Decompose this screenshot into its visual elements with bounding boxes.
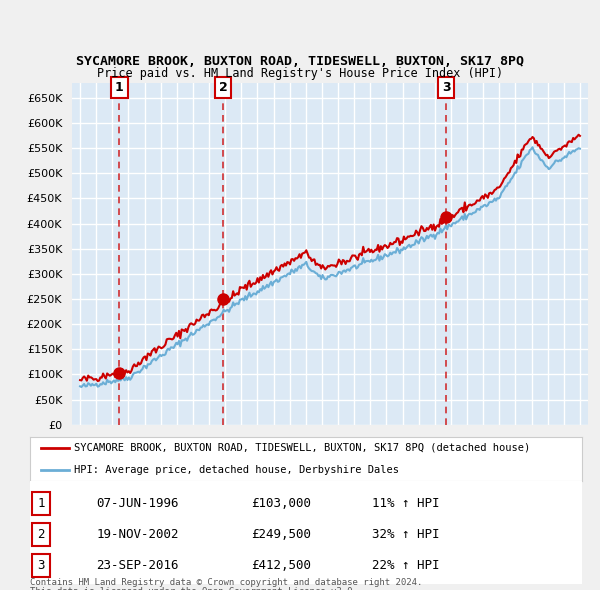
Text: 2: 2: [37, 528, 45, 541]
Text: 22% ↑ HPI: 22% ↑ HPI: [372, 559, 440, 572]
Text: This data is licensed under the Open Government Licence v3.0.: This data is licensed under the Open Gov…: [30, 587, 358, 590]
Text: £412,500: £412,500: [251, 559, 311, 572]
Text: Contains HM Land Registry data © Crown copyright and database right 2024.: Contains HM Land Registry data © Crown c…: [30, 578, 422, 587]
Text: 1: 1: [37, 497, 45, 510]
Text: 3: 3: [37, 559, 45, 572]
Text: £103,000: £103,000: [251, 497, 311, 510]
Text: SYCAMORE BROOK, BUXTON ROAD, TIDESWELL, BUXTON, SK17 8PQ (detached house): SYCAMORE BROOK, BUXTON ROAD, TIDESWELL, …: [74, 442, 530, 453]
Text: 2: 2: [219, 81, 227, 94]
Text: 3: 3: [442, 81, 451, 94]
Text: SYCAMORE BROOK, BUXTON ROAD, TIDESWELL, BUXTON, SK17 8PQ: SYCAMORE BROOK, BUXTON ROAD, TIDESWELL, …: [76, 55, 524, 68]
Text: 1: 1: [115, 81, 124, 94]
Text: £249,500: £249,500: [251, 528, 311, 541]
Text: HPI: Average price, detached house, Derbyshire Dales: HPI: Average price, detached house, Derb…: [74, 465, 399, 475]
Text: Price paid vs. HM Land Registry's House Price Index (HPI): Price paid vs. HM Land Registry's House …: [97, 67, 503, 80]
Text: 23-SEP-2016: 23-SEP-2016: [96, 559, 179, 572]
Text: 11% ↑ HPI: 11% ↑ HPI: [372, 497, 440, 510]
Text: 19-NOV-2002: 19-NOV-2002: [96, 528, 179, 541]
Text: 07-JUN-1996: 07-JUN-1996: [96, 497, 179, 510]
Text: 32% ↑ HPI: 32% ↑ HPI: [372, 528, 440, 541]
